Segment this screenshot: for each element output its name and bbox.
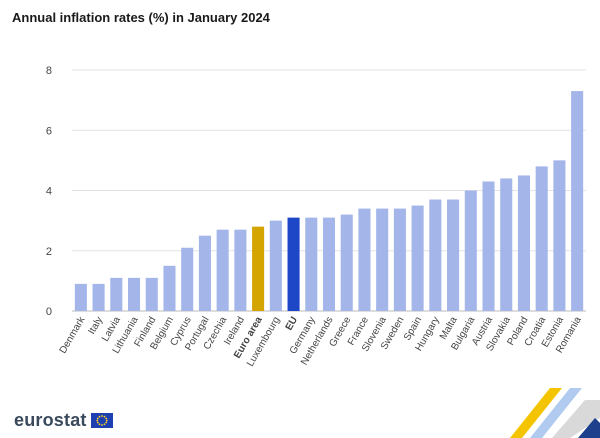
bar-germany[interactable] [305,217,318,311]
bar-romania[interactable] [571,91,584,312]
x-axis-labels: Denmark ItalyLatviaLithuaniaFinlandBelgiu… [58,314,584,369]
bar-hungary[interactable] [429,199,442,311]
bar-france[interactable] [358,208,371,311]
bar-finland[interactable] [145,277,158,311]
bar-estonia[interactable] [553,160,566,311]
bar-euro-area[interactable] [252,226,265,311]
eu-flag-icon [90,413,113,428]
bar-lithuania[interactable] [128,277,141,311]
bar-cyprus[interactable] [181,247,194,311]
bars [74,91,584,312]
y-tick-label: 6 [46,125,52,137]
bar-latvia[interactable] [110,277,123,311]
bar-eu[interactable] [287,217,300,311]
y-tick-label: 0 [46,306,52,318]
bar-czechia[interactable] [216,229,229,311]
bar-croatia[interactable] [535,166,548,311]
bar-austria[interactable] [482,181,495,311]
bar-slovakia[interactable] [500,178,513,311]
bar-spain[interactable] [411,205,424,311]
bar-greece[interactable] [340,214,353,311]
bar-luxembourg[interactable] [269,220,282,311]
bar-ireland[interactable] [234,229,247,311]
bar-sweden[interactable] [393,208,406,311]
bar-poland[interactable] [517,175,530,311]
y-axis-ticks: 0 2 4 6 8 [46,65,52,318]
chart-title: Annual inflation rates (%) in January 20… [12,10,270,25]
y-tick-label: 4 [46,186,52,198]
y-tick-label: 2 [46,246,52,258]
bar-italy[interactable] [92,283,105,311]
decorative-stripes [510,388,600,438]
bar-portugal[interactable] [198,235,211,311]
bar-chart: 0 2 4 6 8 Denmark ItalyLatviaLithuaniaFinland… [46,65,586,369]
bar-bulgaria[interactable] [464,190,477,312]
bar-slovenia[interactable] [376,208,389,311]
x-tick-label: EU [284,315,300,333]
bar-netherlands[interactable] [322,217,336,311]
logo-text: eurostat [14,410,87,430]
y-tick-label: 8 [46,65,52,77]
bar-denmark[interactable] [74,283,87,311]
bar-malta[interactable] [447,199,460,311]
x-tick-label: Denmark [58,314,88,355]
bar-belgium[interactable] [163,265,176,311]
eurostat-logo: eurostat [14,410,113,431]
